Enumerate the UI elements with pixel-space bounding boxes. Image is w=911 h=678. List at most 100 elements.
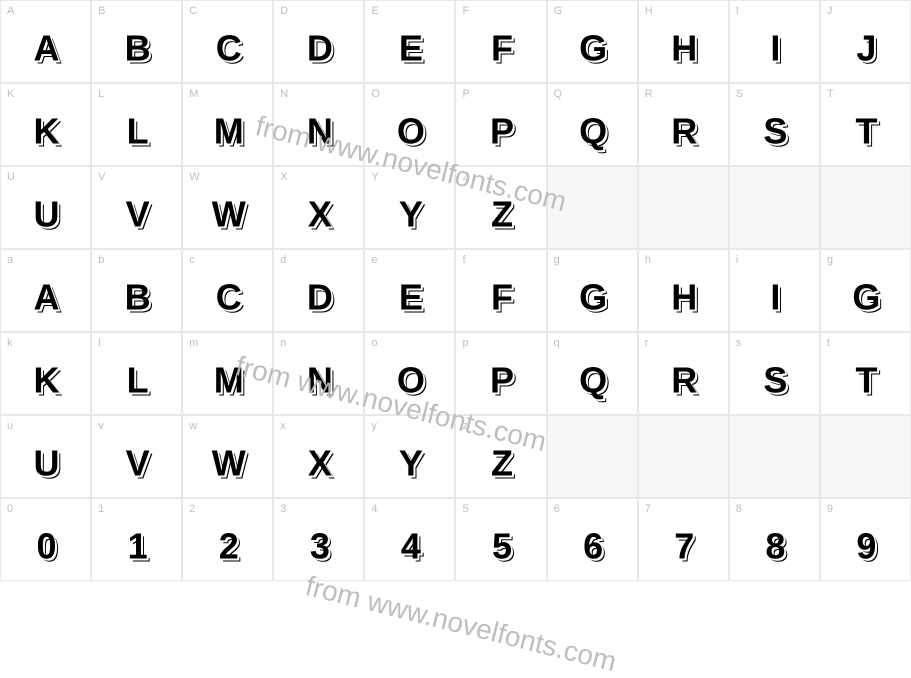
glyph-cell: MM (182, 83, 273, 166)
cell-glyph: 9 (856, 525, 874, 567)
cell-label: r (645, 337, 649, 349)
cell-label: 5 (462, 503, 468, 515)
cell-label: d (280, 254, 286, 266)
cell-glyph: Y (399, 193, 421, 235)
cell-glyph: B (125, 276, 149, 318)
cell-label: a (7, 254, 13, 266)
cell-glyph: Q (579, 359, 605, 401)
glyph-cell: uU (0, 415, 91, 498)
cell-label: J (827, 5, 833, 17)
glyph-cell: xX (273, 415, 364, 498)
cell-glyph: R (671, 110, 695, 152)
glyph-cell: gG (820, 249, 911, 332)
empty-cell (638, 166, 729, 249)
cell-glyph: 8 (765, 525, 783, 567)
glyph-cell: LL (91, 83, 182, 166)
glyph-cell: FF (455, 0, 546, 83)
cell-label: b (98, 254, 104, 266)
empty-cell (638, 415, 729, 498)
cell-label: c (189, 254, 195, 266)
cell-glyph: D (307, 27, 331, 69)
glyph-cell: 44 (364, 498, 455, 581)
glyph-cell: JJ (820, 0, 911, 83)
cell-label: f (462, 254, 465, 266)
empty-cell (547, 415, 638, 498)
cell-label: t (827, 337, 830, 349)
glyph-cell: 00 (0, 498, 91, 581)
cell-glyph: D (307, 276, 331, 318)
cell-label: S (736, 88, 743, 100)
empty-cell (820, 415, 911, 498)
cell-label: Y (371, 171, 378, 183)
cell-label: D (280, 5, 288, 17)
cell-glyph: C (216, 27, 240, 69)
glyph-cell: 66 (547, 498, 638, 581)
cell-glyph: U (34, 442, 58, 484)
cell-label: 8 (736, 503, 742, 515)
glyph-cell: 22 (182, 498, 273, 581)
cell-label: Z (462, 171, 469, 183)
glyph-cell: OO (364, 83, 455, 166)
glyph-cell: EE (364, 0, 455, 83)
cell-label: l (98, 337, 100, 349)
cell-glyph: T (855, 110, 875, 152)
cell-label: H (645, 5, 653, 17)
cell-glyph: N (307, 359, 331, 401)
cell-glyph: 0 (37, 525, 55, 567)
cell-label: U (7, 171, 15, 183)
glyph-cell: tT (820, 332, 911, 415)
glyph-cell: DD (273, 0, 364, 83)
cell-label: h (645, 254, 651, 266)
cell-glyph: S (763, 110, 785, 152)
glyph-cell: pP (455, 332, 546, 415)
cell-glyph: 2 (219, 525, 237, 567)
cell-label: u (7, 420, 13, 432)
cell-label: o (371, 337, 377, 349)
cell-label: R (645, 88, 653, 100)
cell-glyph: 5 (492, 525, 510, 567)
glyph-cell: UU (0, 166, 91, 249)
character-map-grid: AABBCCDDEEFFGGHHIIJJKKLLMMNNOOPPQQRRSSTT… (0, 0, 911, 581)
cell-glyph: K (34, 110, 58, 152)
cell-glyph: 4 (401, 525, 419, 567)
cell-label: X (280, 171, 287, 183)
cell-glyph: 7 (674, 525, 692, 567)
glyph-cell: 99 (820, 498, 911, 581)
cell-glyph: G (852, 276, 878, 318)
cell-glyph: Z (491, 442, 511, 484)
cell-glyph: I (770, 27, 778, 69)
glyph-cell: dD (273, 249, 364, 332)
glyph-cell: qQ (547, 332, 638, 415)
cell-glyph: F (491, 27, 511, 69)
cell-glyph: P (490, 359, 512, 401)
cell-label: y (371, 420, 377, 432)
cell-glyph: J (856, 27, 874, 69)
glyph-cell: cC (182, 249, 273, 332)
cell-glyph: K (34, 359, 58, 401)
cell-label: G (554, 5, 563, 17)
cell-label: s (736, 337, 742, 349)
cell-label: p (462, 337, 468, 349)
cell-label: 3 (280, 503, 286, 515)
glyph-cell: fF (455, 249, 546, 332)
cell-label: N (280, 88, 288, 100)
cell-label: C (189, 5, 197, 17)
glyph-cell: II (729, 0, 820, 83)
cell-glyph: H (671, 276, 695, 318)
cell-label: z (462, 420, 468, 432)
cell-glyph: X (308, 193, 330, 235)
glyph-cell: sS (729, 332, 820, 415)
glyph-cell: 55 (455, 498, 546, 581)
cell-label: v (98, 420, 104, 432)
glyph-cell: kK (0, 332, 91, 415)
cell-glyph: Z (491, 193, 511, 235)
cell-glyph: F (491, 276, 511, 318)
glyph-cell: KK (0, 83, 91, 166)
cell-glyph: G (579, 276, 605, 318)
cell-label: B (98, 5, 105, 17)
empty-cell (729, 415, 820, 498)
glyph-cell: wW (182, 415, 273, 498)
glyph-cell: rR (638, 332, 729, 415)
cell-glyph: X (308, 442, 330, 484)
cell-glyph: O (397, 110, 423, 152)
